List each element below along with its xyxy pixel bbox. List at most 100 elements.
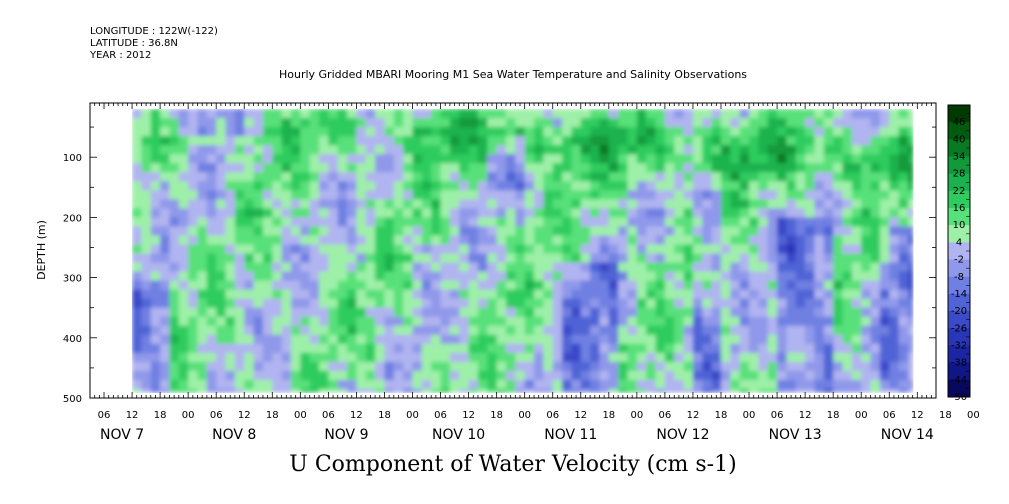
heatmap-cell <box>870 307 881 318</box>
heatmap-cell <box>244 352 255 363</box>
heatmap-cell <box>720 262 731 273</box>
heatmap-cell <box>197 370 208 381</box>
heatmap-cell <box>702 361 713 372</box>
heatmap-cell <box>412 307 423 318</box>
heatmap-cell <box>879 199 890 209</box>
heatmap-cell <box>636 352 647 363</box>
heatmap-cell <box>664 145 675 155</box>
heatmap-cell <box>664 208 675 218</box>
heatmap-cell <box>412 136 423 146</box>
heatmap-cell <box>281 154 292 164</box>
heatmap-cell <box>692 181 703 191</box>
heatmap-cell <box>664 226 675 237</box>
heatmap-cell <box>543 388 554 393</box>
heatmap-cell <box>384 289 395 300</box>
heatmap-cell <box>244 136 255 146</box>
heatmap-cell <box>459 208 470 218</box>
heatmap-cell <box>833 253 844 264</box>
heatmap-cell <box>197 154 208 164</box>
heatmap-cell <box>319 217 329 228</box>
heatmap-cell <box>169 388 180 393</box>
heatmap-cell <box>879 361 890 372</box>
heatmap-cell <box>646 370 657 381</box>
heatmap-cell <box>197 172 208 182</box>
heatmap-cell <box>375 208 386 218</box>
heatmap-cell <box>477 172 488 182</box>
heatmap-cell <box>739 172 750 182</box>
heatmap-cell <box>795 226 806 237</box>
heatmap-cell <box>618 262 629 273</box>
x-hour-tick-label: 18 <box>490 410 503 421</box>
heatmap-cell <box>487 262 498 273</box>
heatmap-cell <box>683 109 694 119</box>
heatmap-cell <box>795 307 806 318</box>
heatmap-cell <box>795 289 806 300</box>
heatmap-cell <box>375 163 386 173</box>
heatmap-cell <box>833 271 844 282</box>
heatmap-cell <box>141 325 152 336</box>
heatmap-cell <box>225 199 236 209</box>
heatmap-cell <box>197 325 208 336</box>
heatmap-cell <box>216 199 227 209</box>
heatmap-cell <box>300 370 311 381</box>
heatmap-cell <box>552 190 563 200</box>
heatmap-cell <box>898 271 909 282</box>
heatmap-cell <box>309 199 320 209</box>
heatmap-cell <box>777 253 788 264</box>
heatmap-cell <box>375 352 386 363</box>
heatmap-cell <box>505 163 516 173</box>
heatmap-cell <box>505 388 516 393</box>
heatmap-cell <box>814 325 825 336</box>
heatmap-cell <box>524 145 535 155</box>
heatmap-cell <box>188 154 199 164</box>
heatmap-cell <box>730 262 741 273</box>
heatmap-cell <box>907 127 914 137</box>
heatmap-cell <box>898 289 909 300</box>
heatmap-cell <box>618 118 629 128</box>
heatmap-cell <box>599 109 610 119</box>
heatmap-cell <box>767 181 778 191</box>
heatmap-cell <box>786 325 797 336</box>
heatmap-cell <box>758 136 769 146</box>
heatmap-cell <box>365 352 376 363</box>
heatmap-cell <box>468 172 479 182</box>
heatmap-cell <box>851 334 862 345</box>
heatmap-cell <box>393 298 404 309</box>
heatmap-cell <box>132 145 143 155</box>
heatmap-cell <box>627 109 638 119</box>
heatmap-cell <box>309 244 320 255</box>
heatmap-cell <box>281 316 292 327</box>
heatmap-cell <box>319 208 329 218</box>
heatmap-cell <box>861 109 872 119</box>
heatmap-cell <box>898 244 909 255</box>
heatmap-cell <box>608 109 619 119</box>
heatmap-cell <box>384 280 395 291</box>
heatmap-cell <box>889 388 900 393</box>
heatmap-cell <box>197 190 208 200</box>
heatmap-cell <box>683 217 694 228</box>
heatmap-cell <box>272 289 283 300</box>
heatmap-cell <box>758 199 769 209</box>
heatmap-cell <box>290 172 301 182</box>
heatmap-cell <box>262 280 273 291</box>
colorbar-label: -20 <box>951 306 967 317</box>
heatmap-cell <box>496 181 507 191</box>
heatmap-cell <box>534 109 544 119</box>
heatmap-cell <box>141 181 152 191</box>
heatmap-cell <box>356 370 367 381</box>
heatmap-cell <box>851 244 862 255</box>
heatmap-cell <box>580 136 591 146</box>
heatmap-cell <box>879 244 890 255</box>
plot-frame <box>89 102 937 399</box>
heatmap-cell <box>870 109 881 119</box>
heatmap-cell <box>692 190 703 200</box>
heatmap-cell <box>749 253 759 264</box>
heatmap-cell <box>216 262 227 273</box>
heatmap-cell <box>459 298 470 309</box>
x-day-label: NOV 7 <box>100 427 144 443</box>
heatmap-cell <box>412 145 423 155</box>
heatmap-cell <box>552 361 563 372</box>
heatmap-cell <box>449 136 460 146</box>
heatmap-cell <box>300 298 311 309</box>
heatmap-cell <box>851 280 862 291</box>
